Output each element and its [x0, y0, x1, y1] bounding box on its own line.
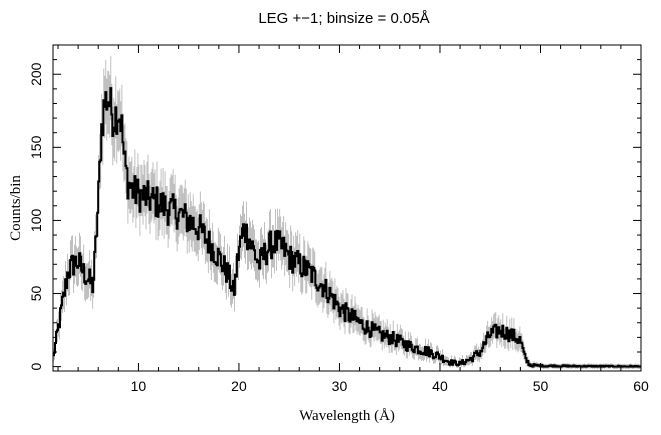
y-tick-label: 100 — [28, 209, 44, 233]
error-bar-paths — [53, 55, 641, 369]
x-axis-label: Wavelength (Å) — [299, 408, 395, 424]
chart-title: LEG +−1; binsize = 0.05Å — [258, 10, 429, 27]
y-tick-label: 50 — [28, 286, 44, 302]
x-tick-label: 20 — [231, 378, 247, 394]
y-tick-label: 200 — [28, 62, 44, 86]
y-axis-label: Counts/bin — [8, 175, 24, 241]
x-tick-label: 10 — [131, 378, 147, 394]
axis-ticks: 10 20 30 40 50 60 0 50 100 150 200 — [28, 45, 649, 394]
x-tick-label: 30 — [332, 378, 348, 394]
x-tick-label: 50 — [533, 378, 549, 394]
y-tick-label: 0 — [28, 363, 44, 371]
x-tick-label: 60 — [633, 378, 649, 394]
error-bars — [53, 55, 641, 369]
x-tick-label: 40 — [432, 378, 448, 394]
y-tick-label: 150 — [28, 135, 44, 159]
plot-frame — [52, 44, 642, 372]
plot-area — [53, 55, 641, 369]
spectrum-histogram — [53, 87, 641, 368]
